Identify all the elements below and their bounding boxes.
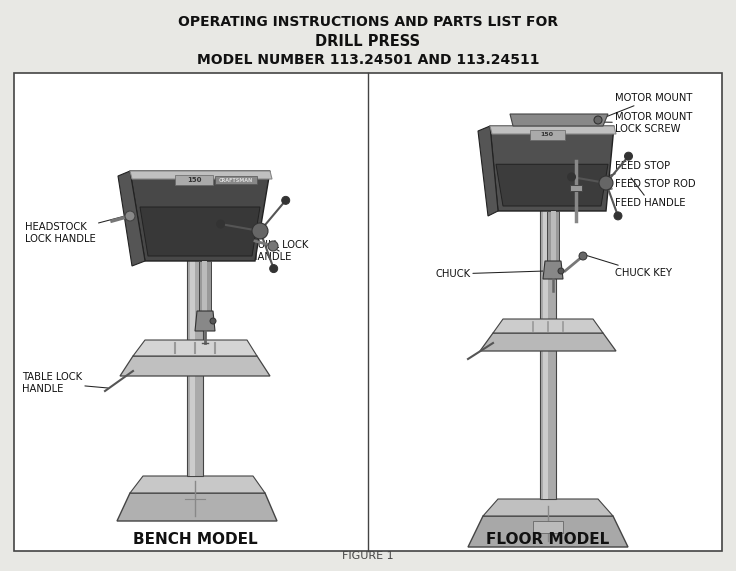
Bar: [190, 241, 195, 476]
Polygon shape: [490, 126, 616, 134]
Text: HEADSTOCK
LOCK HANDLE: HEADSTOCK LOCK HANDLE: [25, 216, 125, 244]
Polygon shape: [483, 499, 613, 516]
Bar: [530, 130, 565, 140]
Ellipse shape: [614, 212, 622, 220]
Text: FEED STOP: FEED STOP: [576, 161, 670, 185]
Text: MODEL NUMBER 113.24501 AND 113.24511: MODEL NUMBER 113.24501 AND 113.24511: [197, 53, 539, 67]
Bar: [199, 261, 211, 311]
Ellipse shape: [252, 223, 268, 239]
Polygon shape: [480, 333, 616, 351]
Bar: [14, 73, 722, 551]
Polygon shape: [120, 356, 270, 376]
Ellipse shape: [268, 241, 278, 251]
Polygon shape: [468, 516, 628, 547]
Polygon shape: [130, 171, 270, 261]
Ellipse shape: [558, 268, 564, 274]
Bar: [533, 521, 563, 533]
Bar: [215, 176, 257, 184]
Text: BENCH MODEL: BENCH MODEL: [132, 532, 258, 546]
Text: CHUCK KEY: CHUCK KEY: [585, 255, 672, 278]
Ellipse shape: [625, 152, 632, 160]
Polygon shape: [478, 126, 498, 216]
Text: CRAFTSMAN: CRAFTSMAN: [219, 178, 253, 183]
Ellipse shape: [210, 318, 216, 324]
Polygon shape: [490, 126, 614, 211]
Bar: [547, 211, 559, 261]
Bar: [202, 261, 207, 311]
Polygon shape: [117, 493, 277, 521]
Text: FEED STOP ROD: FEED STOP ROD: [576, 179, 696, 193]
Polygon shape: [496, 164, 608, 206]
Bar: [543, 191, 548, 499]
Polygon shape: [543, 261, 563, 279]
Ellipse shape: [125, 211, 135, 221]
Text: TABLE LOCK
HANDLE: TABLE LOCK HANDLE: [22, 372, 108, 394]
Polygon shape: [130, 171, 272, 179]
Polygon shape: [133, 340, 257, 356]
Bar: [175, 175, 213, 185]
Polygon shape: [510, 114, 608, 126]
Text: FEED HANDLE: FEED HANDLE: [615, 178, 685, 208]
Ellipse shape: [269, 264, 277, 272]
Ellipse shape: [599, 176, 613, 190]
Text: MOTOR MOUNT
LOCK SCREW: MOTOR MOUNT LOCK SCREW: [598, 112, 693, 134]
Ellipse shape: [567, 173, 576, 181]
Ellipse shape: [216, 220, 224, 228]
Bar: [551, 211, 556, 261]
Text: CHUCK: CHUCK: [435, 269, 545, 279]
Polygon shape: [140, 207, 260, 256]
Text: DRILL PRESS: DRILL PRESS: [316, 34, 420, 49]
Polygon shape: [118, 171, 145, 266]
Bar: [187, 241, 203, 476]
Text: 150: 150: [187, 177, 201, 183]
Text: QUILL LOCK
HANDLE: QUILL LOCK HANDLE: [250, 240, 308, 262]
Text: FLOOR MODEL: FLOOR MODEL: [486, 532, 609, 546]
Ellipse shape: [579, 252, 587, 260]
Bar: [540, 191, 556, 499]
Ellipse shape: [594, 116, 602, 124]
Polygon shape: [130, 476, 265, 493]
Bar: [570, 185, 582, 191]
Text: 150: 150: [540, 132, 553, 138]
Ellipse shape: [282, 196, 290, 204]
Polygon shape: [195, 311, 215, 331]
Text: OPERATING INSTRUCTIONS AND PARTS LIST FOR: OPERATING INSTRUCTIONS AND PARTS LIST FO…: [178, 15, 558, 29]
Text: FIGURE 1: FIGURE 1: [342, 551, 394, 561]
Polygon shape: [493, 319, 603, 333]
Text: MOTOR MOUNT: MOTOR MOUNT: [603, 93, 693, 118]
